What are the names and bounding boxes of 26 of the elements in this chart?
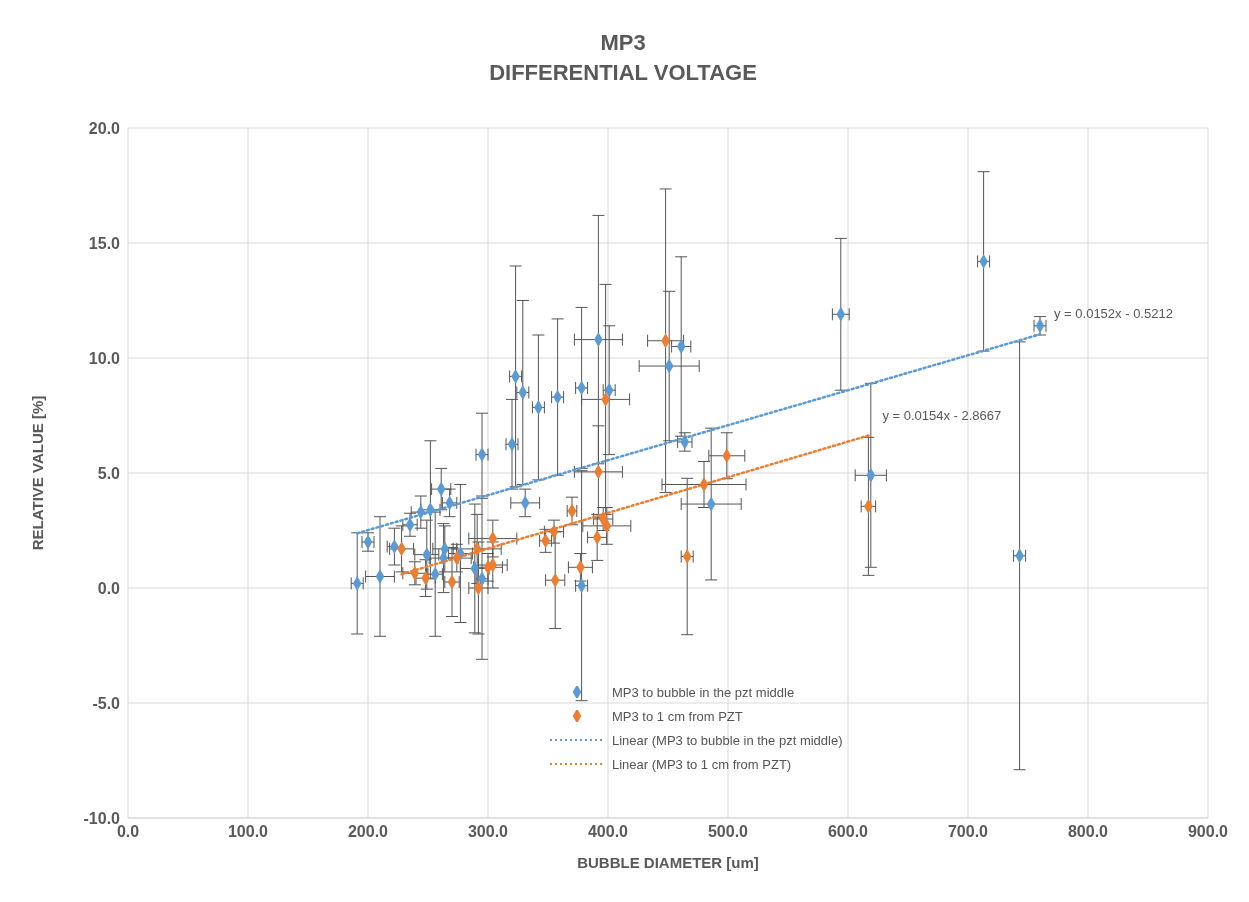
x-tick-label: 600.0: [827, 823, 869, 841]
legend-label: Linear (MP3 to 1 cm from PZT): [612, 756, 792, 772]
y-tick-label: -5.0: [92, 694, 121, 712]
chart-title: MP3: [599, 29, 647, 57]
legend-label: MP3 to 1 cm from PZT: [612, 708, 743, 724]
annotation: y = 0.0152x - 0.5212: [1054, 306, 1173, 322]
x-tick-label: 100.0: [227, 823, 269, 841]
x-tick-label: 500.0: [707, 823, 749, 841]
x-axis-title: BUBBLE DIAMETER [um]: [577, 854, 759, 871]
x-tick-label: 0.0: [116, 823, 140, 841]
x-tick-label: 800.0: [1067, 823, 1109, 841]
y-tick-label: 0.0: [97, 579, 121, 597]
x-tick-label: 400.0: [587, 823, 629, 841]
x-tick-label: 700.0: [947, 823, 989, 841]
y-tick-label: 20.0: [88, 119, 121, 137]
x-tick-label: 300.0: [467, 823, 509, 841]
chart-subtitle: DIFFERENTIAL VOLTAGE: [488, 59, 758, 87]
annotation: y = 0.0154x - 2.8667: [882, 407, 1002, 423]
y-tick-label: 5.0: [97, 464, 121, 482]
y-tick-label: 15.0: [88, 234, 121, 252]
x-tick-label: 900.0: [1187, 823, 1229, 841]
y-axis-title: RELATIVE VALUE [%]: [29, 395, 47, 551]
y-tick-label: 10.0: [88, 349, 121, 367]
legend-label: Linear (MP3 to bubble in the pzt middle): [612, 732, 843, 748]
legend-label: MP3 to bubble in the pzt middle: [612, 684, 795, 700]
x-tick-label: 200.0: [347, 823, 389, 841]
